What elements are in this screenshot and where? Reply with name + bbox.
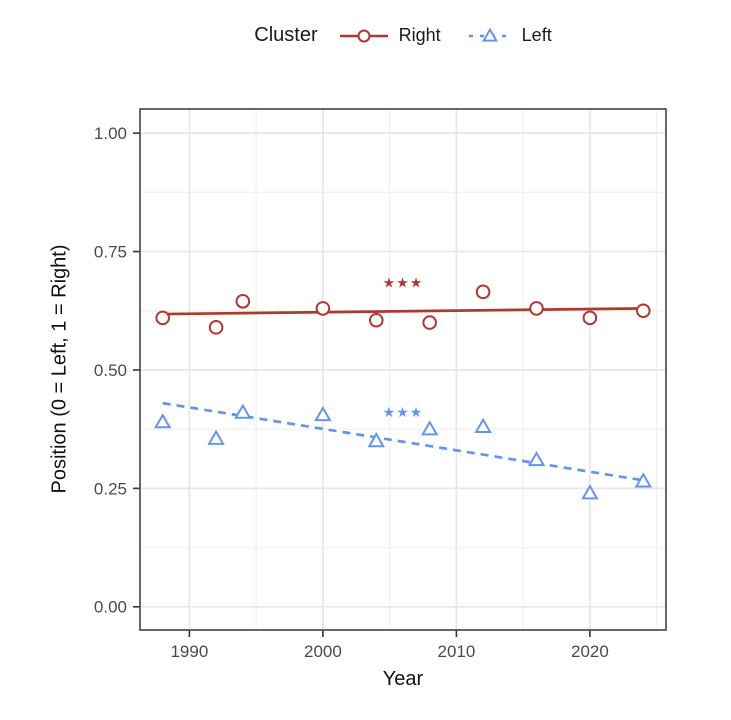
data-point-right (422, 315, 438, 330)
data-point-right (475, 284, 491, 300)
data-point-right (315, 301, 331, 316)
legend-label-left: Left (521, 25, 552, 45)
data-point-left (474, 417, 492, 434)
series-right: ★★★ (155, 274, 651, 335)
data-point-right (155, 310, 170, 326)
panel-border (139, 108, 667, 631)
significance-stars-left: ★★★ (383, 404, 424, 420)
legend-item-right: Right (338, 25, 441, 46)
data-point-left (527, 450, 546, 467)
x-tick-label: 2020 (571, 642, 609, 661)
data-point-right (208, 320, 224, 335)
axis-ticks: 1990 2000 2010 2020 1.00 0.75 0.50 0.25 0.00 (94, 124, 609, 661)
right-series-key-icon (339, 29, 388, 42)
open-triangle-icon (481, 27, 498, 42)
legend-item-left: Left (467, 25, 552, 46)
x-axis-title: Year (382, 668, 424, 690)
y-axis-title: Position (0 = Left, 1 = Right) (48, 244, 71, 494)
data-point-left (634, 472, 653, 488)
data-point-left (420, 420, 439, 436)
y-tick-label: 0.75 (94, 243, 127, 262)
gridlines-major (140, 109, 666, 630)
legend-title: Cluster (254, 24, 318, 46)
y-tick-label: 1.00 (94, 124, 127, 143)
y-tick-label: 0.25 (94, 479, 127, 498)
x-tick-label: 2000 (304, 642, 342, 661)
data-point-left (234, 403, 252, 419)
data-point-right (235, 293, 251, 309)
data-point-right (529, 301, 544, 316)
legend: Cluster Right Left (140, 24, 666, 47)
series-left: ★★★ (153, 401, 653, 500)
data-point-left (367, 432, 386, 448)
x-tick-label: 2010 (437, 642, 475, 661)
data-point-left (153, 413, 172, 429)
significance-stars-right: ★★★ (383, 274, 424, 290)
open-circle-icon (357, 29, 371, 42)
x-tick-label: 1990 (170, 642, 208, 661)
legend-label-right: Right (398, 25, 441, 45)
data-point-right (582, 310, 598, 326)
data-point-left (207, 429, 225, 445)
data-point-right (368, 312, 384, 328)
y-tick-label: 0.50 (94, 361, 127, 380)
data-point-left (314, 405, 332, 422)
y-tick-label: 0.00 (94, 598, 127, 617)
trend-line-left (162, 401, 644, 482)
trend-line-right (162, 307, 644, 316)
data-point-right (636, 303, 651, 319)
data-point-left (581, 484, 599, 500)
left-series-key-icon (468, 27, 511, 42)
